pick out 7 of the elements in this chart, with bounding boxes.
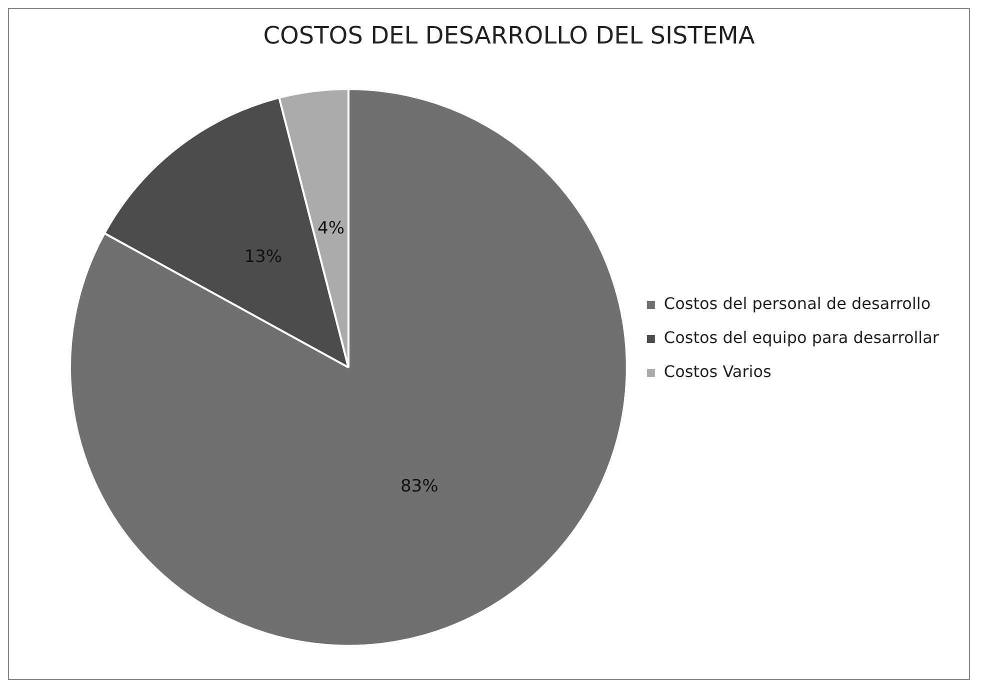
legend-label: Costos del equipo para desarrollar	[664, 328, 940, 348]
data-label: 4%	[318, 218, 344, 239]
data-label: 13%	[244, 246, 282, 267]
chart-title: COSTOS DEL DESARROLLO DEL SISTEMA	[263, 22, 756, 50]
data-label: 83%	[400, 476, 438, 497]
legend-label: Costos del personal de desarrollo	[664, 294, 931, 314]
legend-label: Costos Varios	[664, 362, 772, 382]
